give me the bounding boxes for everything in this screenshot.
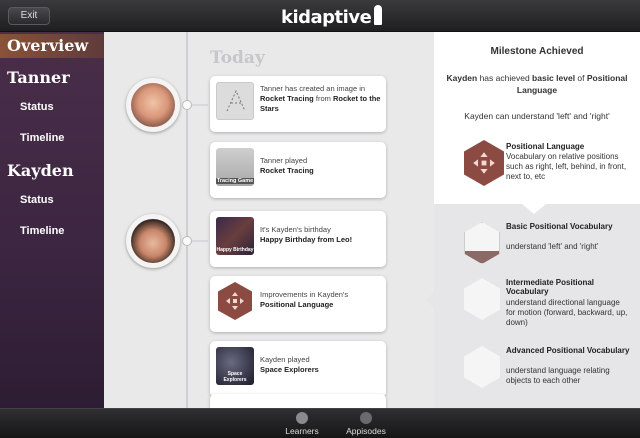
tracing-game-thumbnail: Tracing Game xyxy=(216,148,254,186)
card-text: Tanner played Rocket Tracing xyxy=(260,156,314,175)
level-title: Basic Positional Vocabulary xyxy=(506,222,613,231)
timeline-card[interactable]: Improvements in Kayden's Positional Langu… xyxy=(210,276,386,332)
logo-figure-icon xyxy=(374,5,383,25)
timeline-card[interactable]: Tracing Game Tanner played Rocket Tracing xyxy=(210,142,386,198)
timeline-card[interactable]: Tanner has created an image in Rocket Tr… xyxy=(210,76,386,132)
level-hex-icon xyxy=(464,278,500,320)
timeline-card[interactable]: Happy Birthday It's Kayden's birthday Hap… xyxy=(210,211,386,267)
app-logo: kidaptive xyxy=(281,5,383,29)
play-icon xyxy=(360,412,372,424)
card-connector xyxy=(192,104,208,106)
avatar-photo xyxy=(131,83,175,127)
card-text: Kayden played Space Explorers xyxy=(260,355,319,374)
tab-appisodes[interactable]: Appisodes xyxy=(336,412,396,436)
skill-title: Positional Language xyxy=(506,142,585,151)
learners-icon xyxy=(296,412,308,424)
panel-notch xyxy=(522,204,546,214)
level-title: Advanced Positional Vocabulary xyxy=(506,346,630,355)
sidebar-item-overview[interactable]: Overview xyxy=(0,34,104,58)
logo-text: kidaptive xyxy=(281,7,372,28)
card-text: It's Kayden's birthday Happy Birthday fro… xyxy=(260,225,353,244)
tab-learners[interactable]: Learners xyxy=(272,412,332,436)
level-hex-icon xyxy=(464,346,500,388)
birthday-thumbnail: Happy Birthday xyxy=(216,217,254,255)
level-title: Intermediate Positional Vocabulary xyxy=(506,278,595,296)
avatar-photo xyxy=(131,219,175,263)
top-bar: Exit kidaptive xyxy=(0,0,640,32)
bottom-tab-bar: Learners Appisodes xyxy=(0,408,640,438)
positional-language-icon xyxy=(216,282,254,320)
card-connector xyxy=(192,240,208,242)
sidebar-item-status[interactable]: Status xyxy=(20,101,54,113)
sidebar-child-name[interactable]: Tanner xyxy=(7,68,70,87)
milestone-description: Kayden can understand 'left' and 'right' xyxy=(464,111,610,121)
tab-label: Appisodes xyxy=(346,426,386,436)
sidebar: Overview Tanner Status Timeline Kayden S… xyxy=(0,32,104,408)
level-hex-icon xyxy=(464,222,500,264)
timeline-line xyxy=(186,32,188,408)
timeline-panel[interactable]: Today Tanner has created an image in Roc… xyxy=(104,32,434,408)
milestone-statement: Kayden has achieved basic level of Posit… xyxy=(446,73,628,95)
tab-label: Learners xyxy=(285,426,319,436)
milestone-title: Milestone Achieved xyxy=(490,46,584,57)
card-text: Tanner has created an image in Rocket Tr… xyxy=(260,84,381,113)
sidebar-item-status[interactable]: Status xyxy=(20,194,54,206)
avatar[interactable] xyxy=(126,214,180,268)
space-explorers-thumbnail: Space Explorers xyxy=(216,347,254,385)
level-description: understand directional language for moti… xyxy=(506,298,628,327)
timeline-node xyxy=(182,236,192,246)
level-description: understand language relating objects to … xyxy=(506,366,610,385)
sidebar-item-timeline[interactable]: Timeline xyxy=(20,225,65,237)
panel-pointer xyxy=(426,292,434,308)
timeline-card[interactable]: Space Explorers Kayden played Space Explo… xyxy=(210,341,386,397)
rocket-drawing-thumbnail xyxy=(216,82,254,120)
level-description: understand 'left' and 'right' xyxy=(506,242,599,251)
skill-description: Vocabulary on relative positions such as… xyxy=(506,152,627,181)
timeline-card[interactable] xyxy=(210,394,386,408)
avatar[interactable] xyxy=(126,78,180,132)
milestone-panel: Milestone Achieved Kayden has achieved b… xyxy=(434,32,640,408)
direction-arrows-icon xyxy=(473,152,495,174)
exit-button[interactable]: Exit xyxy=(8,7,50,25)
sidebar-child-name[interactable]: Kayden xyxy=(7,161,74,180)
card-text: Improvements in Kayden's Positional Langu… xyxy=(260,290,349,309)
sidebar-item-timeline[interactable]: Timeline xyxy=(20,132,65,144)
timeline-node xyxy=(182,100,192,110)
timeline-heading: Today xyxy=(210,48,265,68)
